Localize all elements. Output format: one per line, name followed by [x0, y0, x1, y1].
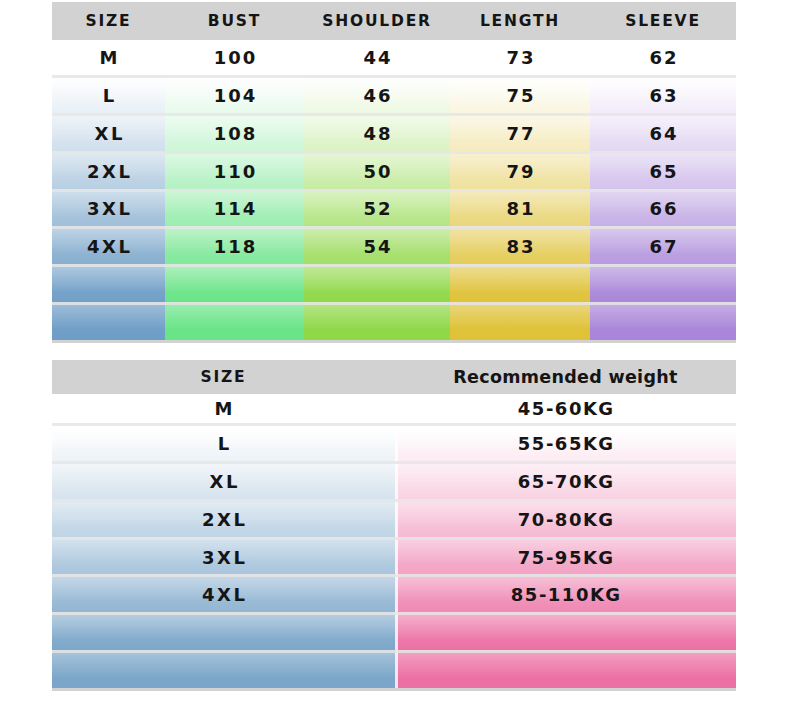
header-bust: BUST	[165, 12, 304, 30]
weight-value: 75-95KG	[395, 547, 736, 568]
length-value: 79	[450, 161, 590, 182]
weight-recommendation-table: SIZE Recommended weight M 45-60KG L 55-6…	[52, 360, 736, 691]
weight-value: 45-60KG	[395, 398, 736, 419]
table-row: 4XL 118 54 83 67	[52, 229, 736, 267]
empty-row	[52, 653, 736, 688]
length-value: 73	[450, 47, 590, 68]
bust-value: 114	[165, 198, 304, 219]
measurements-rows: M 100 44 73 62 L 104 46 75 63 XL 108 48 …	[52, 40, 736, 340]
weight-value: 65-70KG	[395, 471, 736, 492]
header-sleeve: SLEEVE	[590, 12, 736, 30]
sleeve-value: 66	[590, 198, 736, 219]
header-recommended-weight: Recommended weight	[395, 367, 736, 387]
sleeve-value: 65	[590, 161, 736, 182]
measurements-header-row: SIZE BUST SHOULDER LENGTH SLEEVE	[52, 2, 736, 40]
weight-value: 85-110KG	[395, 584, 736, 605]
header-size: SIZE	[52, 368, 395, 386]
empty-row	[52, 267, 736, 305]
sleeve-value: 62	[590, 47, 736, 68]
bust-value: 118	[165, 236, 304, 257]
table-row: XL 65-70KG	[52, 464, 736, 502]
size-value: L	[52, 85, 165, 106]
table-row: L 104 46 75 63	[52, 78, 736, 116]
shoulder-value: 50	[304, 161, 450, 182]
size-value: 4XL	[52, 584, 395, 605]
size-value: 3XL	[52, 198, 165, 219]
header-size: SIZE	[52, 12, 165, 30]
weight-body: M 45-60KG L 55-65KG XL 65-70KG 2XL 70-80…	[52, 394, 736, 688]
empty-row	[52, 305, 736, 340]
weight-value: 70-80KG	[395, 509, 736, 530]
size-value: 2XL	[52, 509, 395, 530]
header-shoulder: SHOULDER	[304, 12, 450, 30]
sleeve-value: 63	[590, 85, 736, 106]
table-row: M 45-60KG	[52, 394, 736, 426]
weight-header-row: SIZE Recommended weight	[52, 360, 736, 394]
length-value: 81	[450, 198, 590, 219]
length-value: 77	[450, 123, 590, 144]
size-value: L	[52, 433, 395, 454]
weight-rows: M 45-60KG L 55-65KG XL 65-70KG 2XL 70-80…	[52, 394, 736, 688]
size-value: 2XL	[52, 161, 165, 182]
table-row: 2XL 70-80KG	[52, 502, 736, 540]
header-length: LENGTH	[450, 12, 590, 30]
table-row: XL 108 48 77 64	[52, 116, 736, 154]
table-row: M 100 44 73 62	[52, 40, 736, 78]
size-value: 4XL	[52, 236, 165, 257]
measurements-table: SIZE BUST SHOULDER LENGTH SLEEVE M 100 4…	[52, 2, 736, 343]
bust-value: 104	[165, 85, 304, 106]
shoulder-value: 48	[304, 123, 450, 144]
table-row: 4XL 85-110KG	[52, 577, 736, 615]
size-value: XL	[52, 471, 395, 492]
sleeve-value: 64	[590, 123, 736, 144]
shoulder-value: 46	[304, 85, 450, 106]
shoulder-value: 54	[304, 236, 450, 257]
length-value: 75	[450, 85, 590, 106]
sleeve-value: 67	[590, 236, 736, 257]
table-row: 3XL 114 52 81 66	[52, 192, 736, 230]
size-value: XL	[52, 123, 165, 144]
weight-value: 55-65KG	[395, 433, 736, 454]
size-value: 3XL	[52, 547, 395, 568]
size-value: M	[52, 398, 395, 419]
shoulder-value: 44	[304, 47, 450, 68]
empty-row	[52, 615, 736, 653]
table-row: 3XL 75-95KG	[52, 540, 736, 578]
bust-value: 100	[165, 47, 304, 68]
measurements-body: M 100 44 73 62 L 104 46 75 63 XL 108 48 …	[52, 40, 736, 340]
bust-value: 108	[165, 123, 304, 144]
shoulder-value: 52	[304, 198, 450, 219]
table-row: L 55-65KG	[52, 426, 736, 464]
bust-value: 110	[165, 161, 304, 182]
size-value: M	[52, 47, 165, 68]
table-row: 2XL 110 50 79 65	[52, 154, 736, 192]
length-value: 83	[450, 236, 590, 257]
